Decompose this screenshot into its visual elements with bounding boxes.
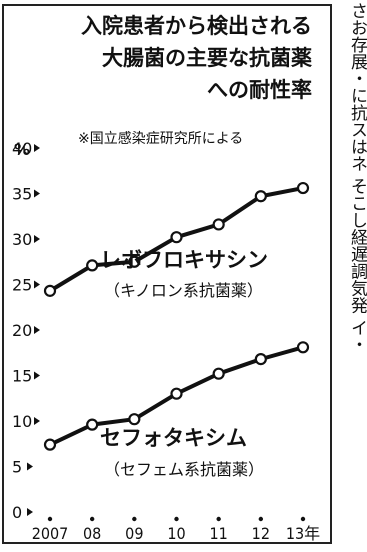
chart-title-line-3: への耐性率 (207, 78, 312, 102)
chart-title-line-2: 大腸菌の主要な抗菌薬 (102, 46, 312, 70)
series-0-point-0 (43, 284, 57, 297)
series-lines (48, 186, 305, 447)
series-1-point-6 (296, 341, 310, 354)
x-tick-dot-2 (132, 516, 137, 522)
series-1-point-2 (128, 413, 141, 426)
series-sublabel-cefotaxime: （セフェム系抗菌薬） (104, 460, 265, 479)
series-0-point-4 (212, 218, 225, 231)
x-tick-dot-0 (47, 516, 53, 522)
y-tick-label-35: 35 (12, 185, 32, 204)
y-tick-marker-20 (34, 326, 40, 334)
y-tick-label-25: 25 (12, 276, 32, 295)
x-tick-label-5: 12 (252, 524, 270, 543)
chart-figure: 0 5 10 15 20 25 30 35 40 2007 08 09 10 11 12 13年 入院患者か… (2, 4, 332, 544)
y-tick-marker-10 (34, 417, 40, 425)
series-1-point-5 (254, 353, 267, 366)
y-tick-marker-35 (34, 189, 40, 198)
article-text-column: さお存展・に抗スはネ そこし経遅調気発 イ・ (347, 2, 367, 353)
series-1-point-1 (86, 418, 99, 431)
series-0-point-5 (254, 190, 267, 203)
x-tick-dot-3 (174, 516, 179, 522)
x-tick-label-0: 2007 (32, 524, 69, 543)
y-tick-marker-25 (34, 280, 40, 289)
y-tick-label-10: 10 (12, 412, 32, 431)
y-tick-marker-30 (34, 235, 40, 243)
source-note: ※国立感染症研究所による (78, 131, 244, 147)
y-tick-label-5: 5 (12, 458, 22, 477)
y-tick-marker-5 (27, 462, 33, 471)
y-tick-label-40: 40 (12, 139, 32, 158)
y-axis: 0 5 10 15 20 25 30 35 40 (12, 139, 40, 522)
chart-plot: 0 5 10 15 20 25 30 35 40 2007 08 09 10 11 12 13年 (12, 139, 320, 543)
series-0-point-2 (128, 255, 141, 268)
x-tick-label-4: 11 (210, 524, 228, 543)
y-tick-marker-0 (27, 508, 33, 516)
series-label-levofloxacin: レボフロキサシン (100, 248, 268, 272)
y-tick-label-0: 0 (12, 503, 22, 522)
x-tick-dot-6 (300, 516, 306, 522)
x-tick-dot-5 (258, 516, 264, 522)
series-1-point-3 (170, 387, 183, 400)
series-0-point-1 (86, 259, 99, 272)
series-1-point-0 (43, 438, 57, 451)
x-tick-dot-4 (216, 516, 221, 522)
y-axis-unit: % (14, 140, 31, 159)
adjacent-article-text: さお存展・に抗スはネ そこし経遅調気発 イ・ (340, 0, 367, 552)
chart-title-line-1: 入院患者から検出される (81, 14, 312, 38)
x-tick-label-2: 09 (125, 524, 143, 543)
series-0-point-3 (170, 231, 183, 244)
x-tick-label-3: 10 (167, 524, 185, 543)
series-sublabel-levofloxacin: （キノロン系抗菌薬） (104, 281, 263, 300)
x-axis: 2007 08 09 10 11 12 13年 (32, 516, 320, 543)
chart-frame (2, 4, 332, 544)
y-tick-label-20: 20 (12, 321, 32, 340)
x-tick-label-6: 13年 (286, 524, 320, 543)
series-label-cefotaxime: セフォタキシム (100, 426, 247, 450)
x-tick-dot-1 (89, 516, 95, 522)
series-markers (43, 181, 310, 451)
series-1-point-4 (212, 367, 225, 380)
y-tick-label-15: 15 (12, 367, 32, 386)
y-tick-label-30: 30 (12, 230, 32, 249)
y-tick-marker-40 (34, 144, 40, 152)
series-0-point-6 (296, 181, 310, 195)
x-tick-label-1: 08 (83, 524, 101, 543)
y-tick-marker-15 (34, 371, 40, 380)
